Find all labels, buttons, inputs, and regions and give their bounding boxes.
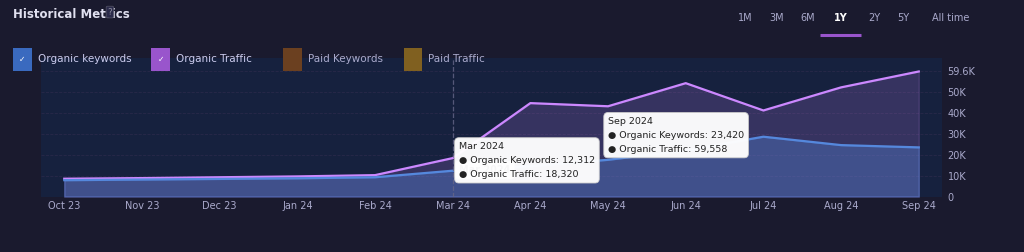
- Text: Historical Metrics: Historical Metrics: [13, 8, 130, 21]
- Text: Organic keywords: Organic keywords: [38, 54, 131, 64]
- Text: 5Y: 5Y: [897, 13, 909, 23]
- Text: ?: ?: [108, 8, 113, 17]
- Text: Paid Traffic: Paid Traffic: [428, 54, 485, 64]
- Text: Mar 2024
● Organic Keywords: 12,312
● Organic Traffic: 18,320: Mar 2024 ● Organic Keywords: 12,312 ● Or…: [459, 142, 595, 179]
- Text: Sep 2024
● Organic Keywords: 23,420
● Organic Traffic: 59,558: Sep 2024 ● Organic Keywords: 23,420 ● Or…: [608, 117, 744, 153]
- Text: Organic Traffic: Organic Traffic: [176, 54, 252, 64]
- Text: Mar 2024: Mar 2024: [459, 165, 510, 175]
- Text: 1M: 1M: [738, 13, 753, 23]
- Text: Paid Keywords: Paid Keywords: [308, 54, 383, 64]
- Text: ✓: ✓: [19, 55, 26, 64]
- Text: 6M: 6M: [801, 13, 815, 23]
- Text: All time: All time: [932, 13, 969, 23]
- Text: 1Y: 1Y: [834, 13, 848, 23]
- Text: 3M: 3M: [769, 13, 783, 23]
- Text: 2Y: 2Y: [868, 13, 881, 23]
- Text: ✓: ✓: [158, 55, 164, 64]
